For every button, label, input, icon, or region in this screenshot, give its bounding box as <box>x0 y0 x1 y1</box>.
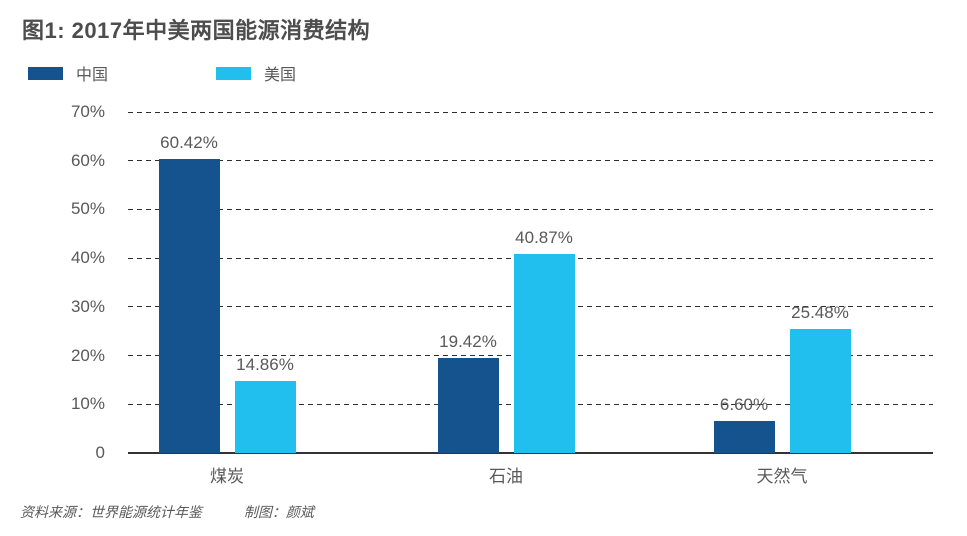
x-axis-baseline <box>128 452 933 454</box>
bar-value-label: 14.86% <box>236 354 294 374</box>
y-axis-tick-label: 10% <box>70 394 105 414</box>
y-axis-tick-label: 30% <box>70 296 105 316</box>
category-label-0: 煤炭 <box>210 467 244 486</box>
data-source-text: 资料来源：世界能源统计年鉴 <box>20 504 202 520</box>
chart-title: 图1: 2017年中美两国能源消费结构 <box>22 18 371 43</box>
bar-china-2 <box>713 420 775 453</box>
bar-value-label: 19.42% <box>439 332 497 352</box>
y-axis-tick-label: 20% <box>70 345 105 365</box>
y-axis-tick-label: 70% <box>70 102 105 121</box>
bar-china-0 <box>158 158 220 453</box>
legend-item-us: 美国 <box>216 61 296 85</box>
footer: 资料来源：世界能源统计年鉴 制图：颜斌 <box>20 502 314 522</box>
bar-value-label: 25.48% <box>791 302 849 322</box>
bar-value-label: 40.87% <box>515 227 573 247</box>
chart-credit-text: 制图：颜斌 <box>243 504 314 520</box>
gridline-70% <box>128 111 933 113</box>
bar-china-1 <box>437 358 499 453</box>
bar-us-2 <box>789 328 851 453</box>
legend-label-china: 中国 <box>76 67 109 84</box>
bar-us-1 <box>513 253 575 453</box>
bar-value-label: 60.42% <box>160 132 218 152</box>
legend-swatch-china <box>28 66 63 80</box>
bar-value-label: 6.60% <box>719 394 769 414</box>
legend-item-china: 中国 <box>28 61 108 85</box>
gridline-50% <box>128 208 933 210</box>
bar-us-0 <box>234 380 296 453</box>
category-label-1: 石油 <box>489 467 523 486</box>
y-axis-tick-label: 0 <box>95 443 105 462</box>
y-axis-tick-label: 50% <box>70 199 105 219</box>
legend-label-us: 美国 <box>264 67 297 84</box>
legend-swatch-us <box>216 66 252 80</box>
gridline-60% <box>128 160 933 162</box>
legend: 中国 美国 <box>28 61 296 85</box>
y-axis-tick-label: 40% <box>70 248 105 268</box>
category-label-2: 天然气 <box>756 467 808 486</box>
y-axis-tick-label: 60% <box>70 150 105 170</box>
